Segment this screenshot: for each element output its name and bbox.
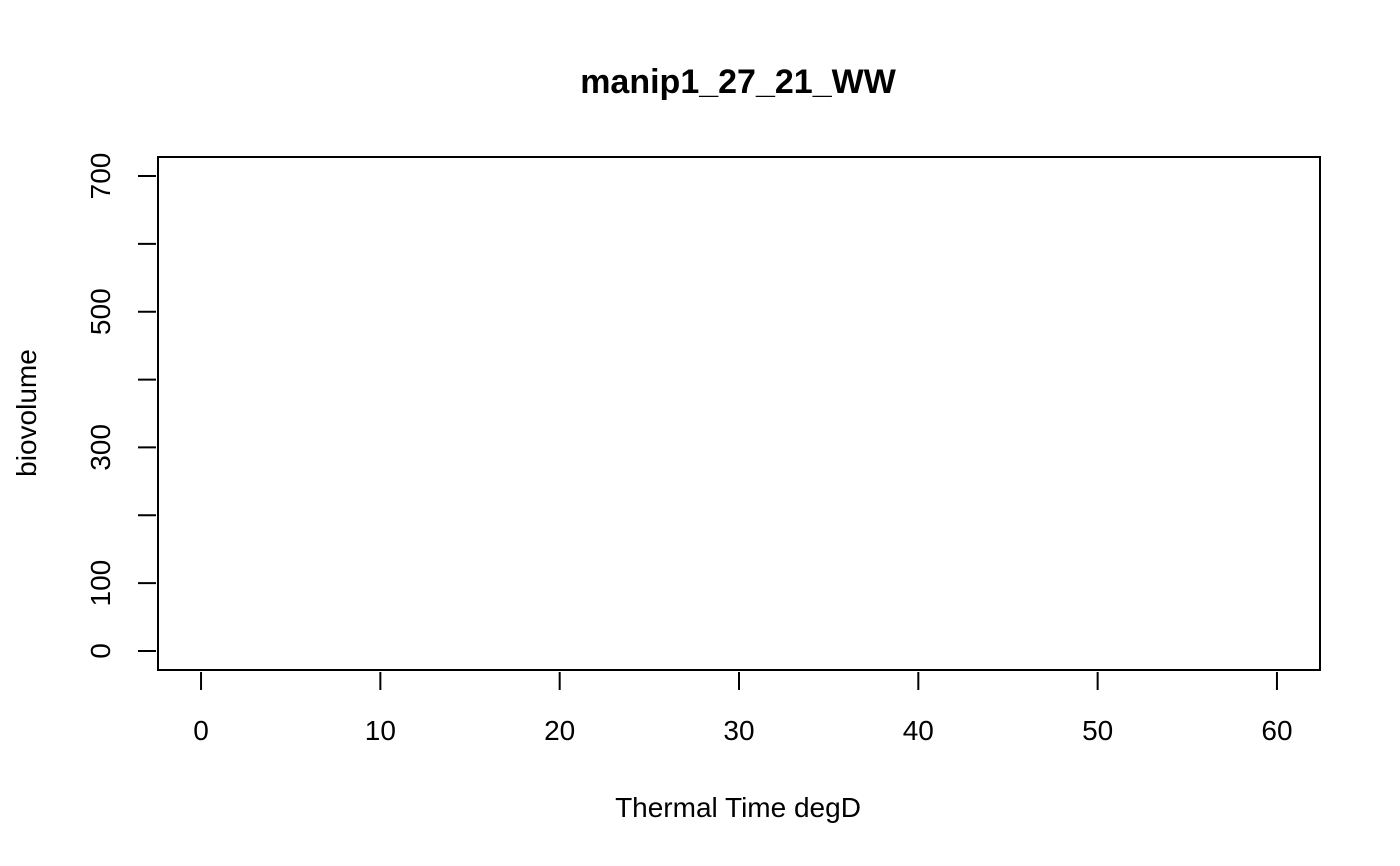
chart-title: manip1_27_21_WW — [580, 63, 896, 101]
x-tick-label: 60 — [1261, 715, 1292, 746]
y-tick-label: 100 — [85, 560, 116, 607]
x-tick-label: 20 — [544, 715, 575, 746]
x-axis: 0 10 20 30 40 50 60 — [193, 669, 1293, 746]
x-tick-label: 30 — [723, 715, 754, 746]
y-tick-label: 500 — [85, 288, 116, 335]
plot-area — [157, 156, 1321, 671]
y-axis-label: biovolume — [11, 349, 42, 477]
x-axis-label: Thermal Time degD — [615, 792, 861, 823]
y-tick-label: 700 — [85, 153, 116, 200]
x-tick-label: 40 — [903, 715, 934, 746]
y-tick-label: 300 — [85, 424, 116, 471]
x-tick-label: 10 — [365, 715, 396, 746]
x-tick-label: 0 — [193, 715, 209, 746]
y-axis: 0 100 300 500 700 — [85, 153, 159, 659]
x-tick-label: 50 — [1082, 715, 1113, 746]
y-tick-label: 0 — [85, 643, 116, 659]
